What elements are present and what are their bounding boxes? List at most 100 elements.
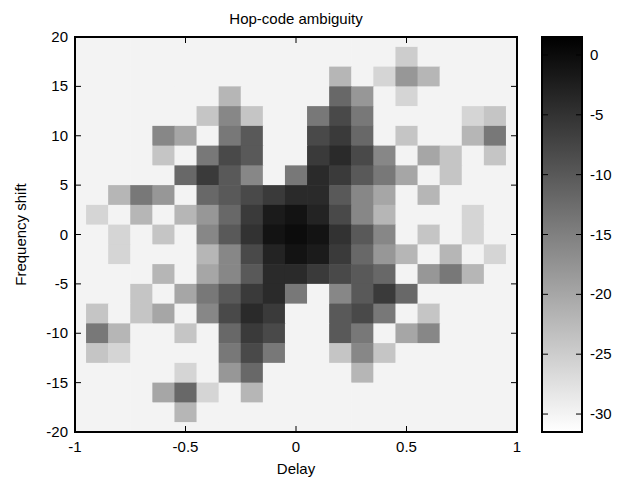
- cell: [130, 106, 153, 126]
- cell: [329, 422, 352, 432]
- cell: [462, 106, 485, 126]
- cell: [86, 402, 109, 422]
- x-axis-title: Delay: [277, 460, 316, 477]
- cell: [395, 126, 418, 146]
- cell: [329, 264, 352, 284]
- cell: [351, 86, 374, 106]
- cell: [75, 343, 87, 363]
- cell: [418, 343, 441, 363]
- cell: [197, 126, 220, 146]
- cell: [395, 106, 418, 126]
- cell: [285, 244, 308, 264]
- cell: [373, 225, 396, 245]
- cell: [440, 244, 463, 264]
- cell: [351, 264, 374, 284]
- cell: [75, 37, 87, 47]
- cell: [108, 126, 131, 146]
- cell: [241, 126, 264, 146]
- cell: [506, 402, 517, 422]
- y-tick-right: [511, 283, 517, 284]
- y-tick-label: 0: [60, 226, 68, 243]
- cell: [329, 244, 352, 264]
- cell: [373, 47, 396, 67]
- cell: [174, 323, 197, 343]
- cell: [484, 67, 507, 87]
- cell: [440, 47, 463, 67]
- cell: [152, 146, 175, 166]
- cell: [351, 185, 374, 205]
- cell: [86, 106, 109, 126]
- cell: [285, 304, 308, 324]
- cell: [418, 363, 441, 383]
- cell: [86, 86, 109, 106]
- cell: [351, 106, 374, 126]
- y-tick-right: [511, 382, 517, 383]
- cell: [329, 225, 352, 245]
- cell: [75, 323, 87, 343]
- y-tick-right: [511, 185, 517, 186]
- y-tick: [75, 135, 81, 136]
- cell: [418, 323, 441, 343]
- cell: [174, 165, 197, 185]
- cell: [263, 244, 286, 264]
- cell: [395, 422, 418, 432]
- cell: [395, 363, 418, 383]
- cell: [263, 106, 286, 126]
- cell: [351, 383, 374, 403]
- cell: [484, 146, 507, 166]
- cell: [130, 225, 153, 245]
- cell: [152, 323, 175, 343]
- cell: [484, 363, 507, 383]
- cell: [506, 205, 517, 225]
- cell: [462, 146, 485, 166]
- colorbar-tick-left: [542, 414, 548, 415]
- y-tick-right: [511, 333, 517, 334]
- cell: [130, 304, 153, 324]
- cell: [219, 106, 242, 126]
- cell: [285, 343, 308, 363]
- cell: [418, 402, 441, 422]
- colorbar-tick-label: -10: [590, 166, 612, 183]
- cell: [440, 422, 463, 432]
- cell: [108, 244, 131, 264]
- cell: [395, 185, 418, 205]
- cell: [241, 422, 264, 432]
- cell: [307, 165, 330, 185]
- cell: [307, 383, 330, 403]
- cell: [395, 402, 418, 422]
- cell: [373, 422, 396, 432]
- cell: [285, 165, 308, 185]
- cell: [351, 165, 374, 185]
- cell: [263, 47, 286, 67]
- cell: [197, 185, 220, 205]
- cell: [219, 126, 242, 146]
- cell: [130, 264, 153, 284]
- y-tick-right: [511, 86, 517, 87]
- cell: [174, 363, 197, 383]
- y-tick-label: -10: [46, 324, 68, 341]
- cell: [329, 47, 352, 67]
- cell: [75, 185, 87, 205]
- colorbar-frame: [542, 37, 582, 432]
- cell: [241, 343, 264, 363]
- cell: [440, 86, 463, 106]
- cell: [174, 106, 197, 126]
- cell: [263, 225, 286, 245]
- cell: [285, 264, 308, 284]
- cell: [484, 244, 507, 264]
- cell: [440, 284, 463, 304]
- x-tick-top: [517, 37, 518, 43]
- cell: [152, 225, 175, 245]
- cell: [373, 126, 396, 146]
- cell: [462, 363, 485, 383]
- cell: [263, 323, 286, 343]
- cell: [219, 244, 242, 264]
- cell: [152, 422, 175, 432]
- cell: [285, 67, 308, 87]
- cell: [263, 185, 286, 205]
- cell: [440, 37, 463, 47]
- cell: [418, 106, 441, 126]
- cell: [373, 86, 396, 106]
- cell: [108, 185, 131, 205]
- cell: [75, 126, 87, 146]
